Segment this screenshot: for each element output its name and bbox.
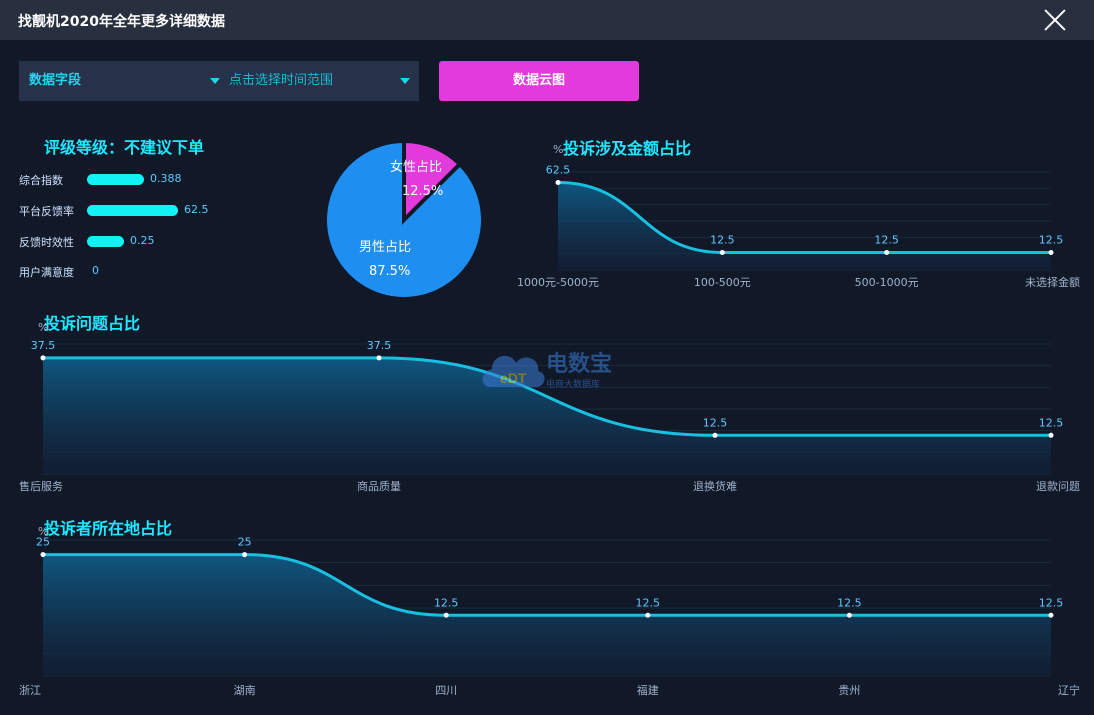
data-point <box>40 355 46 361</box>
metric-bar <box>87 236 124 247</box>
x-tick-label: 浙江 <box>19 684 41 697</box>
field-select-label: 数据字段 <box>29 73 82 88</box>
x-tick-label: 售后服务 <box>19 479 63 493</box>
series-line <box>557 181 1051 255</box>
data-point <box>1048 612 1054 618</box>
metric-value: 0.25 <box>130 234 155 247</box>
x-tick-label: 退款问题 <box>1036 479 1080 493</box>
metric-label: 用户满意度 <box>19 266 74 279</box>
area-fill <box>558 182 1051 270</box>
data-label: 12.5 <box>874 234 899 247</box>
x-tick-label: 500-1000元 <box>855 276 919 289</box>
edt-logo: eDT 电数宝 电商大数据库 <box>482 351 612 390</box>
data-label: 62.5 <box>546 164 571 177</box>
x-tick-label: 1000元-5000元 <box>517 276 599 289</box>
window-title: 找靓机2020年全年更多详细数据 <box>18 14 225 30</box>
time-range-label: 点击选择时间范围 <box>229 73 334 88</box>
pie-slice <box>323 138 485 301</box>
data-point <box>846 612 852 618</box>
area-fill <box>43 357 1051 474</box>
x-tick-label: 商品质量 <box>357 479 401 493</box>
issue-chart-title: 投诉问题占比 <box>44 314 141 333</box>
filter-bar: 数据字段 点击选择时间范围 <box>19 61 419 101</box>
metric-bar <box>87 174 144 185</box>
x-tick-label: 未选择金额 <box>1025 275 1080 289</box>
data-label: 12.5 <box>1039 416 1064 429</box>
svg-text:eDT: eDT <box>500 370 527 386</box>
data-label: 12.5 <box>434 596 459 609</box>
amount-chart-title: 投诉涉及金额占比 <box>563 139 692 158</box>
data-point <box>645 612 651 618</box>
data-label: 25 <box>238 536 252 549</box>
data-label: 12.5 <box>710 234 735 247</box>
svg-text:电数宝: 电数宝 <box>546 351 612 377</box>
data-point <box>40 552 46 558</box>
data-point <box>712 432 718 438</box>
metric-value: 0.388 <box>150 172 182 185</box>
pie-value-male: 87.5% <box>369 264 411 279</box>
metric-label: 平台反馈率 <box>19 205 74 218</box>
data-point <box>443 612 449 618</box>
chevron-down-icon <box>210 78 220 84</box>
x-tick-label: 福建 <box>637 683 659 697</box>
data-label: 12.5 <box>636 596 661 609</box>
data-point <box>1048 250 1054 255</box>
data-label: 12.5 <box>837 596 862 609</box>
data-cloud-button[interactable]: 数据云图 <box>439 61 639 101</box>
data-point <box>884 250 890 255</box>
pie-label-female: 女性占比 <box>390 160 443 175</box>
data-label: 12.5 <box>1039 596 1064 609</box>
data-label: 25 <box>36 536 50 549</box>
data-label: 12.5 <box>703 416 728 429</box>
data-label: 37.5 <box>367 339 392 352</box>
data-label: 12.5 <box>1039 234 1064 247</box>
location-chart-title: 投诉者所在地占比 <box>44 519 173 538</box>
x-tick-label: 辽宁 <box>1058 683 1080 697</box>
x-tick-label: 湖南 <box>234 684 256 697</box>
rating-title: 评级等级：不建议下单 <box>44 138 205 157</box>
x-tick-label: 退换货难 <box>693 479 737 493</box>
data-point <box>1048 432 1054 438</box>
chevron-down-icon <box>400 78 410 84</box>
metric-bar <box>87 205 178 216</box>
pie-label-male: 男性占比 <box>359 240 412 255</box>
data-point <box>242 552 248 558</box>
x-tick-label: 贵州 <box>838 684 860 697</box>
time-range-select[interactable]: 点击选择时间范围 <box>229 61 410 101</box>
metric-value: 0 <box>92 264 99 277</box>
data-point <box>719 250 725 255</box>
y-unit-label: % <box>38 525 48 538</box>
pie-value-female: 12.5% <box>402 184 444 199</box>
data-point <box>376 355 382 361</box>
metric-label: 综合指数 <box>19 174 63 187</box>
data-label: 37.5 <box>31 339 56 352</box>
x-tick-label: 100-500元 <box>694 276 751 289</box>
data-point <box>555 180 561 185</box>
y-unit-label: % <box>38 321 48 334</box>
title-bar: 找靓机2020年全年更多详细数据 <box>0 0 1094 40</box>
series-line <box>43 553 1051 617</box>
y-unit-label: % <box>553 143 563 156</box>
series-line <box>43 356 1051 437</box>
metric-label: 反馈时效性 <box>19 236 74 249</box>
svg-text:电商大数据库: 电商大数据库 <box>546 378 600 390</box>
field-select[interactable]: 数据字段 <box>29 61 220 101</box>
metric-value: 62.5 <box>184 203 209 216</box>
x-tick-label: 四川 <box>435 684 457 697</box>
